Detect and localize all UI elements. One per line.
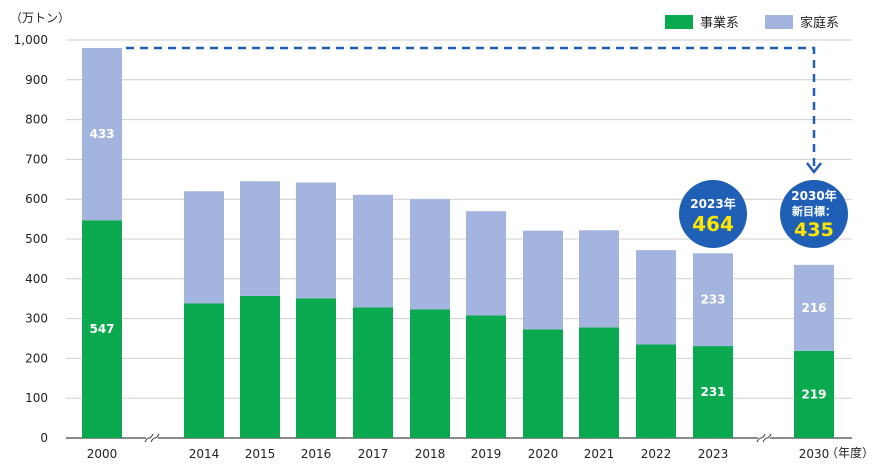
data-label: 547	[89, 322, 114, 336]
bar-segment	[579, 327, 619, 438]
data-label: 219	[801, 387, 826, 401]
x-tick-label: 2016	[301, 447, 332, 461]
legend-label: 家庭系	[800, 15, 839, 31]
x-tick-label: 2020	[528, 447, 559, 461]
y-tick-label: 600	[25, 192, 48, 206]
y-tick-label: 500	[25, 232, 48, 246]
x-tick-label: 2022	[641, 447, 672, 461]
x-unit-label: （年度）	[826, 445, 874, 460]
axis-breaks	[144, 429, 772, 445]
callout-value: 435	[794, 219, 834, 241]
bar-segment	[410, 199, 450, 310]
y-tick-label: 300	[25, 312, 48, 326]
callout-value: 464	[692, 212, 734, 236]
data-label: 233	[700, 293, 725, 307]
bar-segment	[693, 253, 733, 347]
bar-segment	[184, 191, 224, 304]
arrow-line	[126, 46, 816, 170]
bar-segment	[523, 329, 563, 438]
callout-bubble	[780, 180, 848, 248]
bar-segment	[636, 344, 676, 438]
callout-line: 2030年	[791, 188, 836, 203]
legend-swatch	[765, 15, 793, 29]
bar-segment	[794, 264, 834, 351]
data-labels: 547 433 231 233 219 216	[89, 127, 826, 401]
legend-label: 事業系	[700, 15, 739, 31]
y-axis-ticks: 0 100 200 300 400 500 600 700 800 900 1,000	[14, 33, 48, 445]
bar-segment	[636, 250, 676, 345]
y-tick-label: 100	[25, 391, 48, 405]
axis-break-mark	[150, 433, 160, 443]
x-tick-label: 2018	[415, 447, 446, 461]
data-label: 216	[801, 301, 826, 315]
x-axis-ticks: 2000 2014 2015 2016 2017 2018 2019 2020 2021 2022…	[87, 447, 830, 461]
data-label: 433	[89, 127, 114, 141]
bar-segment	[240, 295, 280, 438]
axis-break-mark	[762, 433, 772, 443]
axis-break-gap	[758, 429, 770, 445]
bar-segment	[296, 298, 336, 438]
callout-line: 新目標：	[792, 204, 836, 218]
bar-segment	[466, 315, 506, 438]
bar-segment	[82, 220, 122, 438]
dashed-arrow	[126, 46, 822, 175]
x-tick-label: 2014	[189, 447, 220, 461]
axis-break-mark	[756, 433, 766, 443]
y-tick-label: 0	[40, 431, 48, 445]
bar-segment	[353, 307, 393, 438]
y-tick-label: 800	[25, 113, 48, 127]
callout-bubble	[679, 180, 747, 248]
bar-segment	[240, 181, 280, 296]
bar-segment	[184, 303, 224, 438]
y-unit-label: （万トン）	[10, 11, 70, 25]
y-tick-label: 900	[25, 73, 48, 87]
bar-segment	[466, 211, 506, 316]
bar-segment	[410, 309, 450, 438]
bar-segment	[523, 230, 563, 330]
bar-segment	[82, 47, 122, 221]
bars	[82, 47, 834, 438]
bar-segment	[579, 230, 619, 328]
x-tick-label: 2023	[698, 447, 729, 461]
y-tick-label: 200	[25, 351, 48, 365]
axis-break-gap	[146, 429, 158, 445]
data-label: 231	[700, 385, 725, 399]
arrow-head	[806, 162, 822, 175]
axis-break-mark	[144, 433, 154, 443]
bar-segment	[296, 182, 336, 299]
bar-segment	[353, 194, 393, 308]
x-tick-label: 2019	[471, 447, 502, 461]
x-tick-label: 2030	[799, 447, 830, 461]
y-tick-label: 1,000	[14, 33, 48, 47]
y-tick-label: 700	[25, 152, 48, 166]
callout-line: 2023年	[690, 196, 735, 211]
x-tick-label: 2000	[87, 447, 118, 461]
bar-segment	[693, 346, 733, 438]
x-tick-label: 2017	[358, 447, 389, 461]
legend-swatch	[665, 15, 693, 29]
x-tick-label: 2015	[245, 447, 276, 461]
y-tick-label: 400	[25, 272, 48, 286]
x-tick-label: 2021	[584, 447, 615, 461]
legend: 事業系 家庭系	[665, 15, 839, 31]
bar-segment	[794, 350, 834, 438]
